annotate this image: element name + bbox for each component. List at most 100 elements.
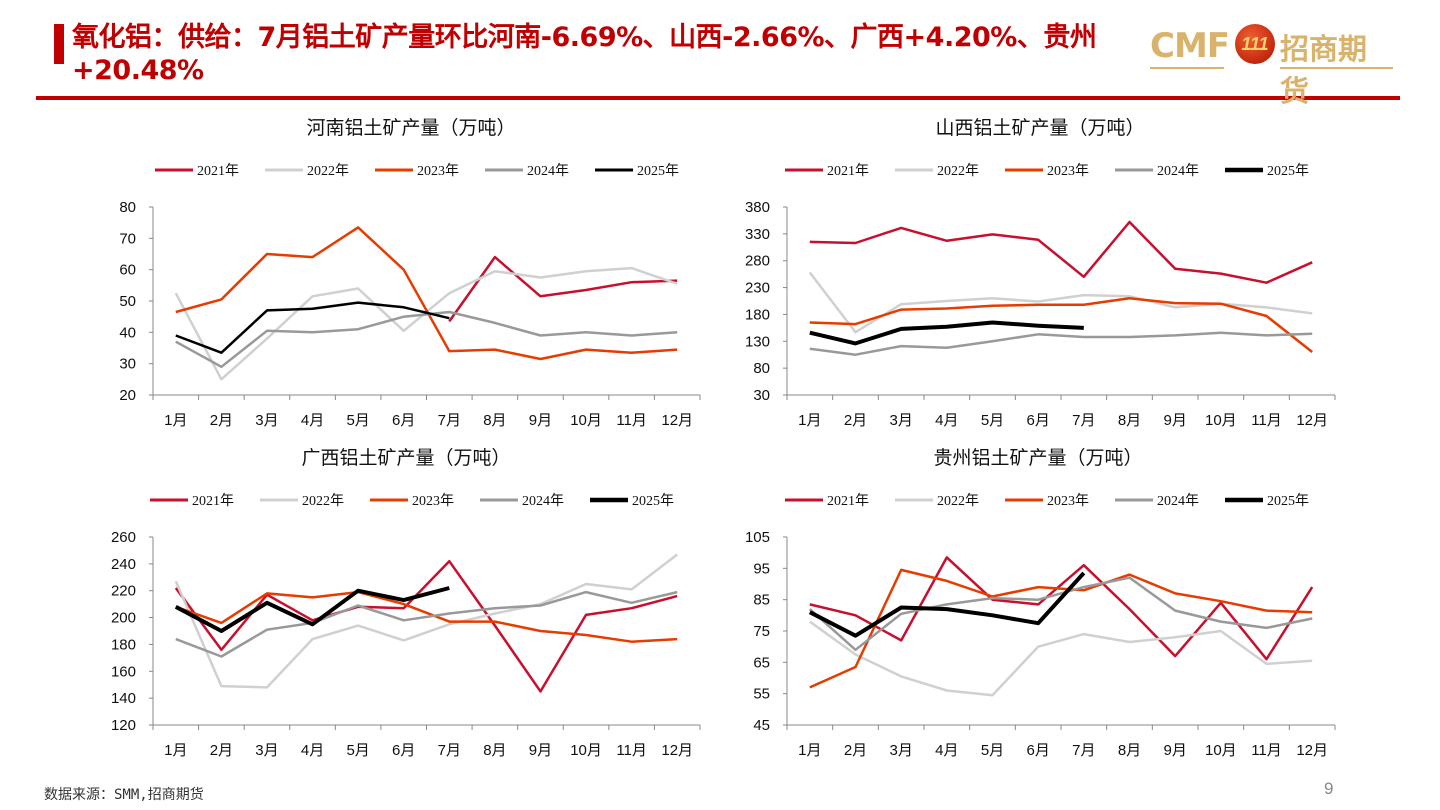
legend-label: 2023年 <box>417 163 459 179</box>
legend-label: 2022年 <box>307 163 349 179</box>
y-tick-label: 70 <box>119 230 136 247</box>
x-tick-label: 12月 <box>1296 742 1328 759</box>
series-line-2021年 <box>809 220 1313 284</box>
x-tick-label: 11月 <box>1251 412 1282 429</box>
legend-label: 2025年 <box>632 493 674 509</box>
chart-4: 贵州铝土矿产量（万吨） 2021年 2022年 2023年 2024年 2025年 45 55… <box>745 447 1336 759</box>
x-tick-label: 9月 <box>529 742 552 759</box>
y-tick-label: 95 <box>753 560 770 577</box>
y-tick-label: 160 <box>111 663 136 680</box>
y-tick-label: 80 <box>753 360 770 377</box>
x-tick-label: 9月 <box>1163 412 1186 429</box>
legend-label: 2024年 <box>1157 163 1199 179</box>
legend-label: 2023年 <box>1047 163 1089 179</box>
y-tick-label: 55 <box>753 686 770 703</box>
x-tick-label: 3月 <box>255 412 278 429</box>
y-tick-label: 180 <box>111 636 136 653</box>
x-tick-label: 4月 <box>935 412 958 429</box>
y-tick-label: 30 <box>119 356 136 373</box>
legend-label: 2021年 <box>827 493 869 509</box>
y-tick-label: 45 <box>753 717 770 734</box>
x-tick-label: 4月 <box>301 742 324 759</box>
chart-title: 贵州铝土矿产量（万吨） <box>933 447 1142 469</box>
legend-label: 2024年 <box>522 493 564 509</box>
page-number: 9 <box>1324 779 1334 798</box>
legend-label: 2024年 <box>1157 493 1199 509</box>
series-line-2024年 <box>809 331 1313 356</box>
x-tick-label: 11月 <box>616 742 647 759</box>
x-tick-label: 8月 <box>1118 412 1141 429</box>
y-tick-label: 260 <box>111 529 136 546</box>
x-tick-label: 11月 <box>616 412 647 429</box>
x-tick-label: 5月 <box>981 742 1004 759</box>
x-tick-label: 10月 <box>570 412 602 429</box>
y-tick-label: 50 <box>119 293 136 310</box>
y-tick-label: 140 <box>111 690 136 707</box>
x-tick-label: 8月 <box>483 742 506 759</box>
page-title: 氧化铝：供给：7月铝土矿产量环比河南-6.69%、山西-2.66%、广西+4.2… <box>72 22 1097 86</box>
legend-label: 2022年 <box>302 493 344 509</box>
series-line-2024年 <box>175 310 678 369</box>
series-line-2022年 <box>808 271 1313 334</box>
x-tick-label: 7月 <box>1072 412 1095 429</box>
x-tick-label: 3月 <box>889 742 912 759</box>
logo-cmf-text: CMF <box>1150 26 1230 66</box>
y-tick-label: 80 <box>119 199 136 216</box>
x-tick-label: 5月 <box>346 412 369 429</box>
series-line-2021年 <box>174 559 678 693</box>
x-tick-label: 6月 <box>1026 412 1049 429</box>
x-tick-label: 7月 <box>438 742 461 759</box>
logo-chinese-text: 招商期货 <box>1280 32 1368 108</box>
legend-label: 2022年 <box>937 493 979 509</box>
legend-label: 2025年 <box>1267 493 1309 509</box>
chart-3: 广西铝土矿产量（万吨） 2021年 2022年 2023年 2024年 2025年 120 1… <box>111 447 701 759</box>
y-tick-label: 200 <box>111 610 136 627</box>
x-tick-label: 12月 <box>1296 412 1328 429</box>
y-tick-label: 60 <box>119 262 136 279</box>
x-tick-label: 12月 <box>661 742 693 759</box>
chart-2: 山西铝土矿产量（万吨） 2021年 2022年 2023年 2024年 2025年 30 80… <box>745 117 1336 429</box>
x-tick-label: 7月 <box>438 412 461 429</box>
x-tick-label: 6月 <box>392 412 415 429</box>
series-line-2021年 <box>448 255 678 323</box>
header-divider <box>36 96 1400 100</box>
legend-label: 2025年 <box>1267 163 1309 179</box>
x-tick-label: 12月 <box>661 412 693 429</box>
x-tick-label: 4月 <box>935 742 958 759</box>
series-line-2023年 <box>175 590 678 643</box>
x-tick-label: 9月 <box>1163 742 1186 759</box>
x-tick-label: 5月 <box>981 412 1004 429</box>
y-tick-label: 30 <box>753 387 770 404</box>
series-line-2024年 <box>175 590 678 658</box>
series-line-2022年 <box>174 553 678 689</box>
legend-label: 2021年 <box>192 493 234 509</box>
x-tick-label: 2月 <box>844 742 867 759</box>
x-tick-label: 2月 <box>844 412 867 429</box>
x-tick-label: 11月 <box>1251 742 1282 759</box>
legend-label: 2022年 <box>937 163 979 179</box>
series-line-2023年 <box>809 297 1313 353</box>
x-tick-label: 10月 <box>1205 742 1237 759</box>
x-tick-label: 3月 <box>889 412 912 429</box>
series-line-2023年 <box>175 226 678 361</box>
x-tick-label: 1月 <box>164 412 187 429</box>
x-tick-label: 1月 <box>164 742 187 759</box>
series-line-2022年 <box>809 620 1313 697</box>
x-tick-label: 1月 <box>798 742 821 759</box>
logo-underline <box>1280 67 1393 69</box>
y-tick-label: 180 <box>745 306 770 323</box>
chart-title: 河南铝土矿产量（万吨） <box>306 117 515 139</box>
title-accent-bar <box>54 24 64 64</box>
legend-label: 2021年 <box>197 163 239 179</box>
logo-underline <box>1150 67 1224 69</box>
y-tick-label: 330 <box>745 226 770 243</box>
chart-title: 广西铝土矿产量（万吨） <box>301 447 510 469</box>
legend-label: 2023年 <box>412 493 454 509</box>
chart-title: 山西铝土矿产量（万吨） <box>935 117 1144 139</box>
legend-label: 2021年 <box>827 163 869 179</box>
y-tick-label: 105 <box>745 529 770 546</box>
y-tick-label: 20 <box>119 387 136 404</box>
x-tick-label: 2月 <box>210 742 233 759</box>
series-line-2024年 <box>808 576 1313 652</box>
